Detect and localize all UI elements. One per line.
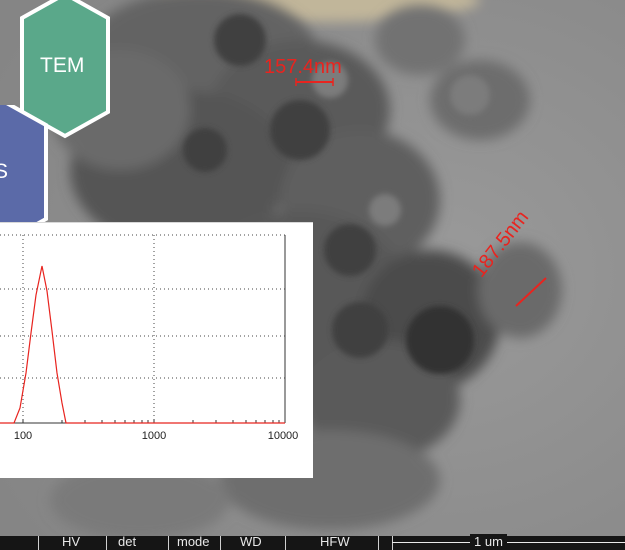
hfw-label: HFW bbox=[320, 534, 350, 549]
divider bbox=[378, 536, 379, 550]
det-label: det bbox=[118, 534, 137, 549]
divider bbox=[38, 536, 39, 550]
x-tick-label-1000: 1000 bbox=[141, 430, 167, 442]
scalebar-end-left bbox=[392, 536, 393, 550]
divider bbox=[220, 536, 221, 550]
mode-label: mode bbox=[177, 534, 210, 549]
size-distribution-curve bbox=[0, 265, 285, 424]
dls-hexagon-badge bbox=[0, 105, 48, 245]
microscope-info-bar: HV det mode WD HFW 1 um bbox=[0, 534, 625, 550]
tem-badge-label: TEM bbox=[40, 54, 85, 77]
hv-label: HV bbox=[62, 534, 81, 549]
size-distribution-inset: 100 1000 10000 bbox=[0, 222, 313, 478]
divider bbox=[168, 536, 169, 550]
dls-badge-label: S bbox=[0, 160, 9, 183]
divider bbox=[106, 536, 107, 550]
size-distribution-plot bbox=[0, 234, 286, 424]
x-tick-label-100: 100 bbox=[13, 430, 33, 442]
particle-size-annotation-1: 157.4nm bbox=[264, 56, 342, 78]
wd-label: WD bbox=[240, 534, 262, 549]
divider bbox=[285, 536, 286, 550]
grid bbox=[0, 234, 285, 423]
x-tick-label-10000: 10000 bbox=[267, 430, 299, 442]
scale-bar bbox=[392, 542, 625, 543]
scale-bar-label: 1 um bbox=[470, 534, 507, 549]
